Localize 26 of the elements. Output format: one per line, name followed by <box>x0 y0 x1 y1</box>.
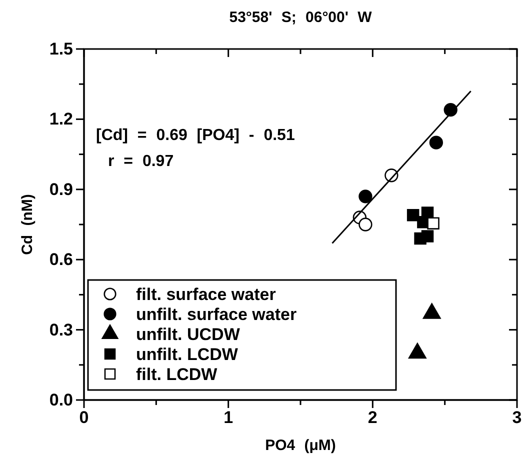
legend-label: unfilt. LCDW <box>136 345 239 364</box>
point <box>421 230 434 242</box>
point <box>427 217 440 230</box>
x-tick-label: 1 <box>224 408 234 428</box>
point <box>358 218 372 232</box>
y-tick-label: 0.9 <box>49 180 73 199</box>
point <box>406 209 420 222</box>
legend-label: unfilt. UCDW <box>136 325 241 344</box>
chart-title: 53°58' S; 06°00' W <box>229 9 373 26</box>
y-tick-label: 1.5 <box>49 39 73 58</box>
y-tick-label: 0.6 <box>49 250 73 270</box>
y-tick-label: 0.0 <box>49 390 73 410</box>
x-tick-label: 0 <box>79 408 89 428</box>
annotation: [Cd] = 0.69 [PO4] - 0.51 <box>96 127 295 144</box>
point <box>358 190 372 204</box>
y-axis-title: Cd (nM) <box>19 194 36 255</box>
annotation: r = 0.97 <box>108 153 174 170</box>
point <box>429 136 444 150</box>
legend-label: filt. LCDW <box>136 365 218 384</box>
legend-label: filt. surface water <box>136 285 276 304</box>
y-tick-label: 0.3 <box>49 320 73 340</box>
legend-label: unfilt. surface water <box>136 305 297 324</box>
x-tick-label: 2 <box>368 408 378 428</box>
x-axis-title: PO4 (μM) <box>265 437 336 454</box>
x-tick-label: 3 <box>512 408 522 428</box>
y-tick-label: 1.2 <box>49 110 73 129</box>
